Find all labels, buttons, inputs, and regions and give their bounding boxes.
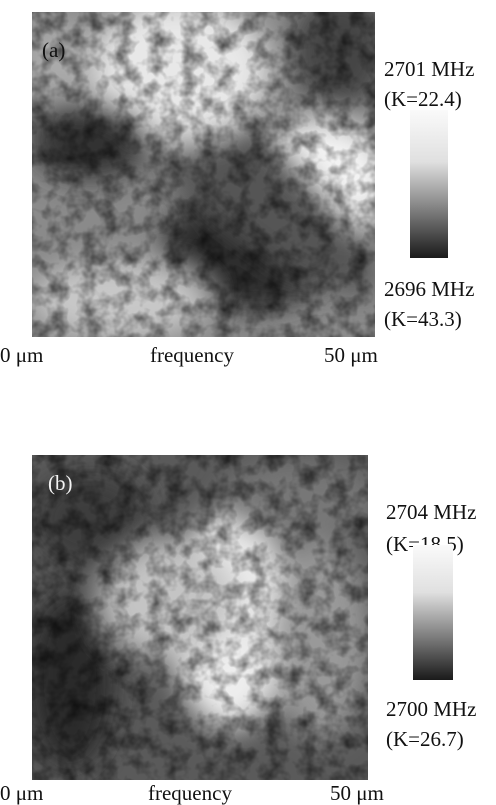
x-label: frequency [148,781,232,805]
image-b [25,455,380,780]
panel-label: (b) [48,471,73,495]
scale-bottom-k: (K=43.3) [384,307,462,331]
figure: (a) 2701 MHz (K=22.4) 2696 MHz (K=43.3) … [0,0,496,805]
x-start: 0 μm [0,781,43,805]
scale-bottom-k: (K=26.7) [386,727,464,751]
colorbar [410,110,448,258]
panel-label: (a) [42,38,65,62]
x-label: frequency [150,343,234,367]
scale-top-frequency: 2701 MHz [384,57,474,81]
scale-top-frequency: 2704 MHz [386,500,476,524]
colorbar [413,545,453,680]
x-end: 50 μm [324,343,378,367]
scale-top-k: (K=22.4) [384,87,462,111]
x-end: 50 μm [330,781,384,805]
scale-bottom-frequency: 2700 MHz [386,697,476,721]
x-start: 0 μm [0,343,43,367]
scale-bottom-frequency: 2696 MHz [384,277,474,301]
page: (a) 2701 MHz (K=22.4) 2696 MHz (K=43.3) … [0,0,496,805]
image-a [20,0,390,340]
